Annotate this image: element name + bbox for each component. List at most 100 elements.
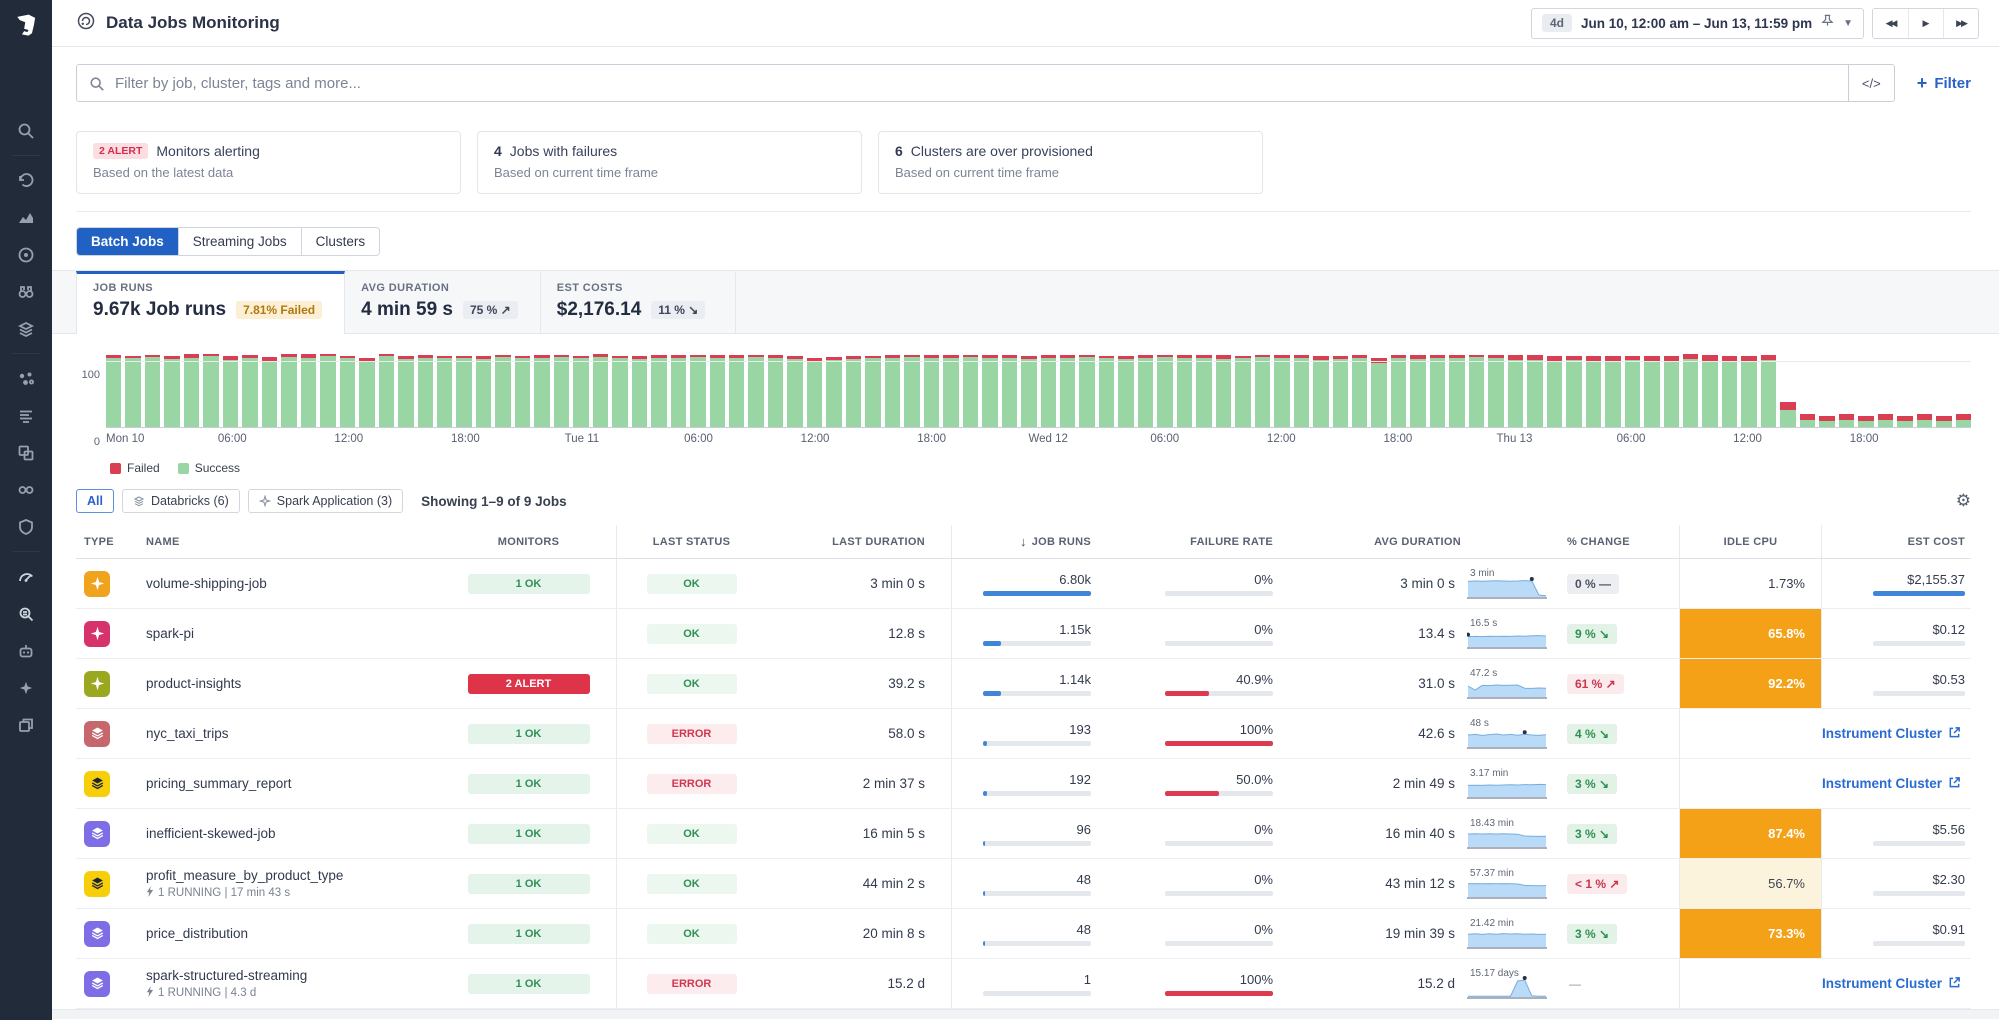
chart-bar[interactable] (709, 355, 725, 427)
chart-bar[interactable] (1293, 355, 1310, 427)
chart-bar[interactable] (106, 355, 122, 427)
monitor-badge[interactable]: 2 ALERT (467, 673, 590, 694)
chart-bar[interactable] (982, 355, 998, 427)
logs-icon[interactable] (0, 397, 52, 434)
watchdog-icon[interactable] (0, 273, 52, 310)
chart-bar[interactable] (359, 358, 375, 427)
chart-bar[interactable] (1605, 355, 1621, 427)
monitoring-icon[interactable] (0, 558, 52, 595)
pill-spark-application[interactable]: Spark Application (3) (247, 489, 404, 513)
chart-bar[interactable] (806, 357, 823, 427)
chart-bar[interactable] (1702, 355, 1718, 427)
integrations-icon[interactable] (0, 310, 52, 347)
search-icon[interactable] (0, 112, 52, 149)
pill-all[interactable]: All (76, 489, 114, 513)
chart-bar[interactable] (495, 355, 511, 427)
assistant-sparkle-icon[interactable] (0, 669, 52, 706)
chart-bar[interactable] (475, 355, 492, 427)
avg-duration-sparkline[interactable]: 48 s (1467, 718, 1547, 749)
chart-bar[interactable] (865, 355, 881, 427)
monitor-badge[interactable]: 1 OK (467, 823, 590, 844)
col-name[interactable]: NAME (146, 535, 180, 548)
table-row[interactable]: spark-structured-streaming 1 RUNNING | 4.… (76, 959, 1971, 1009)
chart-bar[interactable] (222, 356, 239, 427)
chart-bar[interactable] (592, 353, 609, 427)
chart-bar[interactable] (1001, 355, 1018, 427)
chart-bar[interactable] (398, 355, 414, 427)
chart-bar[interactable] (125, 356, 141, 427)
tab-batch-jobs[interactable]: Batch Jobs (77, 228, 178, 255)
chart-bar[interactable] (339, 355, 356, 427)
chart-bar[interactable] (417, 355, 433, 427)
bits-ai-icon[interactable] (0, 632, 52, 669)
avg-duration-sparkline[interactable]: 57.37 min (1467, 868, 1547, 899)
job-name-link[interactable]: product-insights (146, 676, 242, 691)
chart-bar[interactable] (845, 356, 862, 427)
history-icon[interactable] (0, 162, 52, 199)
chart-bar[interactable] (1371, 358, 1387, 427)
chart-bar[interactable] (242, 355, 258, 427)
chart-bar[interactable] (787, 355, 803, 427)
table-row[interactable]: pricing_summary_report 1 OK ERROR 2 min 37 … (76, 759, 1971, 809)
legend-failed[interactable]: Failed (110, 461, 160, 475)
chart-bar[interactable] (1118, 355, 1134, 427)
chart-bar[interactable] (1390, 355, 1407, 427)
monitor-badge[interactable]: 1 OK (467, 773, 590, 794)
instrument-cluster-link[interactable]: Instrument Cluster (1679, 959, 1971, 1008)
job-name-link[interactable]: pricing_summary_report (146, 776, 292, 791)
chart-bar[interactable] (456, 355, 472, 427)
chart-bar[interactable] (943, 355, 959, 427)
datadog-logo[interactable] (0, 0, 52, 52)
chart-bar[interactable] (1098, 355, 1115, 427)
avg-duration-sparkline[interactable]: 3.17 min (1467, 768, 1547, 799)
table-row[interactable]: spark-pi OK 12.8 s 1.15k 0% 13.4 s 16.5 s 9 % ↘… (76, 609, 1971, 659)
table-row[interactable]: inefficient-skewed-job 1 OK OK 16 min 5 s 96… (76, 809, 1971, 859)
stat-avg-duration[interactable]: AVG DURATION 4 min 59 s 75 % ↗ (345, 271, 541, 333)
chart-bar[interactable] (320, 354, 336, 427)
chart-bar[interactable] (729, 355, 745, 427)
job-name-link[interactable]: nyc_taxi_trips (146, 726, 229, 741)
chart-bar[interactable] (164, 356, 180, 427)
chart-bar[interactable] (436, 355, 453, 427)
time-range-picker[interactable]: 4d Jun 10, 12:00 am – Jun 13, 11:59 pm ▼ (1530, 7, 1864, 39)
chart-bar[interactable] (1021, 356, 1037, 427)
legend-success[interactable]: Success (177, 461, 240, 475)
chart-bar[interactable] (884, 355, 901, 427)
job-name-link[interactable]: price_distribution (146, 926, 249, 941)
chart-bar[interactable] (183, 354, 200, 427)
avg-duration-sparkline[interactable]: 21.42 min (1467, 918, 1547, 949)
col-percent-change[interactable]: % CHANGE (1567, 535, 1630, 548)
chart-bar[interactable] (1838, 414, 1855, 427)
chart-bar[interactable] (1566, 355, 1582, 427)
chart-bar[interactable] (1527, 355, 1543, 427)
card-clusters-over-provisioned[interactable]: 6 Clusters are over provisioned Based on… (878, 131, 1263, 194)
job-name-link[interactable]: spark-structured-streaming (146, 967, 308, 983)
dashboards-icon[interactable] (0, 434, 52, 471)
chart-bar[interactable] (1449, 355, 1465, 427)
chart-bar[interactable] (904, 355, 920, 427)
chart-bar[interactable] (144, 355, 161, 427)
chart-bar[interactable] (1352, 355, 1368, 427)
table-row[interactable]: nyc_taxi_trips 1 OK ERROR 58.0 s 193 100% 42.6… (76, 709, 1971, 759)
chart-bar[interactable] (1546, 355, 1563, 427)
chart-bar[interactable] (1897, 415, 1913, 427)
time-play-icon[interactable]: ▶ (1908, 8, 1943, 38)
col-job-runs[interactable]: ↓ JOB RUNS (951, 525, 1131, 558)
chart-bar[interactable] (514, 355, 531, 427)
apm-icon[interactable] (0, 236, 52, 273)
chart-bar[interactable] (573, 355, 589, 427)
col-last-status[interactable]: LAST STATUS (616, 525, 766, 558)
chart-plot[interactable] (106, 348, 1971, 428)
chart-bar[interactable] (378, 354, 395, 427)
chart-bar[interactable] (962, 355, 979, 427)
chart-bar[interactable] (1663, 356, 1679, 427)
tab-streaming-jobs[interactable]: Streaming Jobs (177, 228, 301, 255)
monitor-badge[interactable]: 1 OK (467, 873, 590, 894)
security-icon[interactable] (0, 508, 52, 545)
monitor-badge[interactable]: 1 OK (467, 723, 590, 744)
job-name-link[interactable]: spark-pi (146, 626, 195, 641)
avg-duration-sparkline[interactable]: 3 min (1467, 568, 1547, 599)
search-input[interactable] (77, 65, 1848, 101)
time-back-icon[interactable]: ◀◀ (1873, 8, 1908, 38)
card-jobs-with-failures[interactable]: 4 Jobs with failures Based on current ti… (477, 131, 862, 194)
